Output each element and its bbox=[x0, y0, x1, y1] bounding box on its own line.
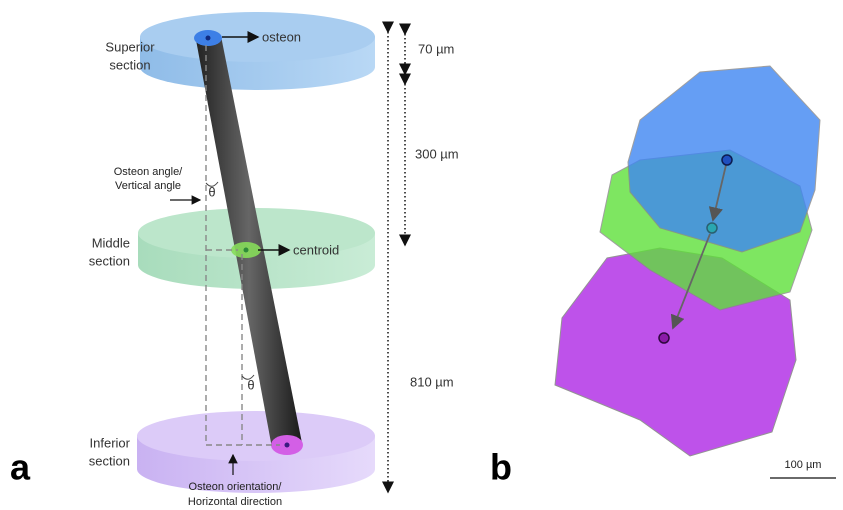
section-label: Inferior bbox=[90, 435, 131, 450]
panel-label: b bbox=[490, 447, 512, 488]
theta-label: θ bbox=[247, 377, 254, 392]
angle-label: Vertical angle bbox=[115, 180, 181, 192]
superior-centroid bbox=[722, 155, 732, 165]
osteon-bottom-center bbox=[285, 443, 290, 448]
centroid-label: centroid bbox=[293, 242, 339, 257]
section-label: Superior bbox=[105, 39, 155, 54]
inferior-centroid bbox=[659, 333, 669, 343]
osteon-center bbox=[206, 36, 211, 41]
panel-label: a bbox=[10, 447, 31, 488]
section-label: Middle bbox=[92, 235, 130, 250]
distance-label: 70 µm bbox=[418, 41, 454, 56]
centroid-dot bbox=[244, 248, 249, 253]
section-label: section bbox=[89, 253, 130, 268]
figure: 70 µm 300 µm 810 µm osteon centroid Supe… bbox=[0, 0, 843, 510]
middle-centroid bbox=[707, 223, 717, 233]
superior-disk bbox=[140, 12, 375, 90]
osteon-label: osteon bbox=[262, 29, 301, 44]
section-label: section bbox=[89, 453, 130, 468]
scale-label: 100 µm bbox=[785, 459, 822, 471]
orientation-label: Osteon orientation/ bbox=[189, 481, 283, 493]
theta-label: θ bbox=[208, 184, 215, 199]
section-label: section bbox=[109, 57, 150, 72]
orientation-label: Horizontal direction bbox=[188, 496, 282, 508]
distance-label: 300 µm bbox=[415, 146, 459, 161]
angle-label: Osteon angle/ bbox=[114, 166, 183, 178]
distance-markers bbox=[388, 32, 405, 492]
distance-label: 810 µm bbox=[410, 374, 454, 389]
